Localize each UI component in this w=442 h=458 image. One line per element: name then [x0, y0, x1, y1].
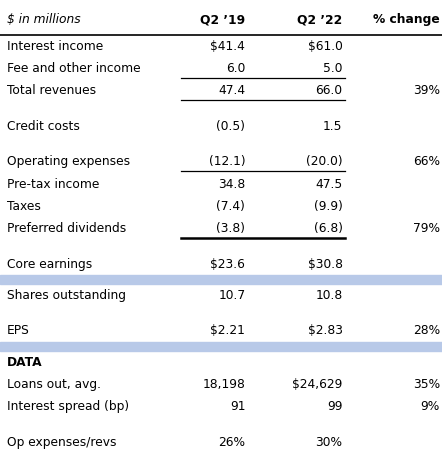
Text: Taxes: Taxes: [7, 200, 41, 213]
Text: 1.5: 1.5: [323, 120, 343, 133]
Text: 35%: 35%: [413, 378, 440, 391]
Text: Credit costs: Credit costs: [7, 120, 80, 133]
Text: Q2 ’22: Q2 ’22: [297, 13, 343, 26]
Text: (9.9): (9.9): [314, 200, 343, 213]
Text: DATA: DATA: [7, 356, 42, 369]
Text: 26%: 26%: [218, 436, 245, 449]
Text: (6.8): (6.8): [313, 222, 343, 235]
Text: $ in millions: $ in millions: [7, 13, 80, 26]
Text: $2.21: $2.21: [210, 324, 245, 338]
Text: Q2 ’19: Q2 ’19: [200, 13, 245, 26]
Text: 18,198: 18,198: [202, 378, 245, 391]
Text: (12.1): (12.1): [209, 155, 245, 169]
Text: 91: 91: [230, 400, 245, 413]
Text: 34.8: 34.8: [218, 178, 245, 191]
Text: (20.0): (20.0): [306, 155, 343, 169]
Text: Interest income: Interest income: [7, 39, 103, 53]
Text: Core earnings: Core earnings: [7, 258, 92, 271]
Text: 9%: 9%: [420, 400, 440, 413]
Text: 39%: 39%: [413, 84, 440, 97]
Text: $61.0: $61.0: [308, 39, 343, 53]
Text: 6.0: 6.0: [226, 62, 245, 75]
Bar: [0, 275, 442, 284]
Text: Loans out, avg.: Loans out, avg.: [7, 378, 101, 391]
Text: 10.8: 10.8: [315, 289, 343, 302]
Text: 30%: 30%: [316, 436, 343, 449]
Text: 28%: 28%: [413, 324, 440, 338]
Text: 5.0: 5.0: [323, 62, 343, 75]
Text: (0.5): (0.5): [216, 120, 245, 133]
Text: Preferred dividends: Preferred dividends: [7, 222, 126, 235]
Text: Operating expenses: Operating expenses: [7, 155, 130, 169]
Text: $30.8: $30.8: [308, 258, 343, 271]
Text: (7.4): (7.4): [217, 200, 245, 213]
Text: EPS: EPS: [7, 324, 29, 338]
Text: Pre-tax income: Pre-tax income: [7, 178, 99, 191]
Text: Shares outstanding: Shares outstanding: [7, 289, 126, 302]
Text: Interest spread (bp): Interest spread (bp): [7, 400, 129, 413]
Text: Fee and other income: Fee and other income: [7, 62, 140, 75]
Text: 66.0: 66.0: [316, 84, 343, 97]
Text: 79%: 79%: [413, 222, 440, 235]
Text: Total revenues: Total revenues: [7, 84, 96, 97]
Text: (3.8): (3.8): [216, 222, 245, 235]
Text: 99: 99: [327, 400, 343, 413]
Text: $24,629: $24,629: [292, 378, 343, 391]
Text: 66%: 66%: [413, 155, 440, 169]
Bar: [0, 342, 442, 351]
Text: 47.5: 47.5: [315, 178, 343, 191]
Text: Op expenses/revs: Op expenses/revs: [7, 436, 116, 449]
Text: 47.4: 47.4: [218, 84, 245, 97]
Text: 10.7: 10.7: [218, 289, 245, 302]
Text: $2.83: $2.83: [308, 324, 343, 338]
Text: $23.6: $23.6: [210, 258, 245, 271]
Text: $41.4: $41.4: [210, 39, 245, 53]
Text: % change: % change: [373, 13, 440, 26]
